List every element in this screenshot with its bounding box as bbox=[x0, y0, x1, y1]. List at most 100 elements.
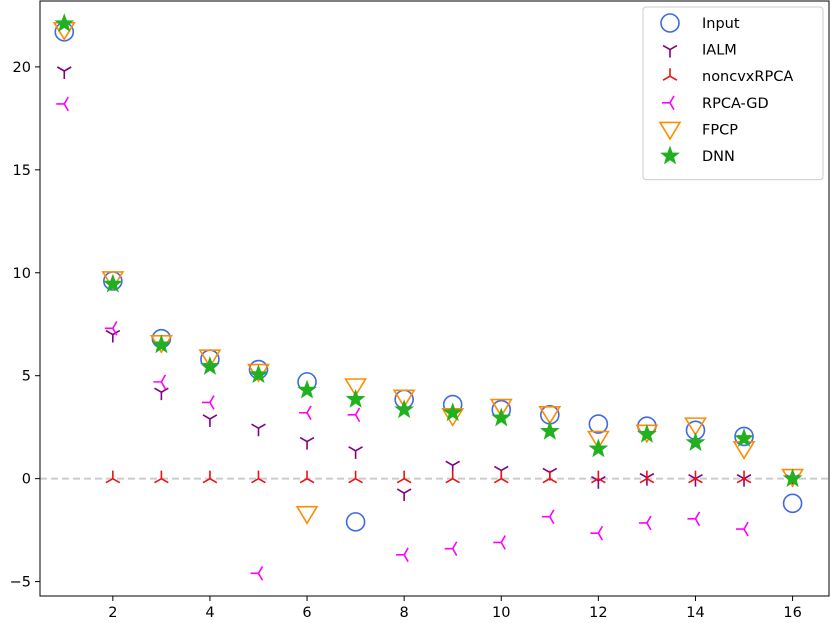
legend-item-fpcp: FPCP bbox=[658, 121, 738, 141]
point-input-12 bbox=[588, 414, 609, 434]
point-input-7 bbox=[345, 512, 366, 532]
data-markers bbox=[52, 13, 805, 581]
legend-item-ialm: IALM bbox=[662, 43, 737, 59]
point-noncvxrpca-9 bbox=[445, 470, 461, 484]
point-fpcp-4 bbox=[198, 349, 222, 369]
point-ialm-3 bbox=[154, 387, 169, 401]
point-rpca-gd-5 bbox=[250, 566, 264, 581]
legend-marker-noncvxrpca bbox=[662, 68, 678, 81]
point-fpcp-6 bbox=[295, 505, 319, 525]
y-tick-label-5: 5 bbox=[22, 369, 31, 385]
legend-label-input: Input bbox=[702, 16, 740, 32]
x-tick-label-16: 16 bbox=[783, 605, 801, 621]
point-noncvxrpca-8 bbox=[396, 470, 412, 484]
legend-box bbox=[642, 6, 824, 181]
point-rpca-gd-2 bbox=[104, 321, 118, 336]
point-dnn-13 bbox=[637, 423, 657, 443]
point-fpcp-8 bbox=[392, 389, 416, 409]
point-fpcp-7 bbox=[344, 378, 368, 398]
point-input-15 bbox=[734, 426, 754, 447]
legend-marker-fpcp bbox=[658, 121, 682, 141]
y-tick-label-0: 0 bbox=[22, 472, 31, 488]
point-ialm-5 bbox=[251, 423, 266, 437]
legend: Input IALM noncvxRPCA RPCA-GD FPCP DNN bbox=[642, 6, 824, 181]
x-tick-label-14: 14 bbox=[686, 605, 704, 621]
point-dnn-11 bbox=[539, 420, 560, 440]
point-dnn-3 bbox=[151, 334, 172, 354]
point-fpcp-15 bbox=[732, 440, 756, 460]
x-tick-label-4: 4 bbox=[205, 605, 214, 621]
x-tick-label-12: 12 bbox=[589, 605, 607, 621]
point-rpca-gd-7 bbox=[347, 407, 361, 423]
y-tick-label--5: −5 bbox=[10, 575, 31, 591]
point-ialm-4 bbox=[202, 414, 218, 427]
point-dnn-8 bbox=[394, 399, 415, 419]
point-noncvxrpca-12 bbox=[591, 470, 606, 484]
legend-marker-dnn bbox=[660, 145, 680, 165]
point-dnn-2 bbox=[102, 273, 123, 293]
point-noncvxrpca-10 bbox=[493, 470, 509, 484]
point-noncvxrpca-4 bbox=[202, 470, 218, 484]
x-tick-label-6: 6 bbox=[302, 605, 311, 621]
point-noncvxrpca-3 bbox=[154, 470, 169, 484]
point-rpca-gd-3 bbox=[153, 374, 167, 390]
legend-label-fpcp: FPCP bbox=[702, 122, 738, 138]
series-rpca-gd bbox=[56, 96, 749, 581]
point-dnn-7 bbox=[345, 388, 366, 408]
point-ialm-15 bbox=[736, 473, 752, 487]
point-rpca-gd-13 bbox=[638, 515, 652, 531]
point-ialm-1 bbox=[56, 66, 72, 80]
point-dnn-4 bbox=[200, 356, 220, 375]
point-noncvxrpca-15 bbox=[736, 470, 752, 484]
point-noncvxrpca-2 bbox=[105, 470, 121, 484]
plot-frame bbox=[39, 0, 830, 597]
x-axis: 2 4 6 8 10 12 14 16 bbox=[108, 596, 802, 621]
point-rpca-gd-14 bbox=[687, 511, 701, 527]
point-rpca-gd-1 bbox=[56, 96, 69, 112]
point-dnn-14 bbox=[685, 432, 706, 452]
y-tick-label-20: 20 bbox=[13, 60, 31, 76]
x-tick-label-2: 2 bbox=[108, 605, 117, 621]
point-rpca-gd-9 bbox=[444, 541, 458, 556]
point-rpca-gd-8 bbox=[396, 547, 409, 563]
point-noncvxrpca-11 bbox=[542, 470, 558, 484]
point-rpca-gd-15 bbox=[736, 521, 749, 537]
series-dnn bbox=[54, 13, 803, 488]
y-axis: −5 0 5 10 15 20 bbox=[10, 60, 40, 591]
point-noncvxrpca-6 bbox=[299, 470, 315, 484]
x-tick-label-10: 10 bbox=[492, 605, 510, 621]
legend-item-input: Input bbox=[660, 13, 740, 33]
legend-marker-ialm bbox=[662, 44, 678, 58]
legend-label-ialm: IALM bbox=[702, 43, 737, 59]
point-dnn-16 bbox=[782, 468, 803, 488]
point-noncvxrpca-5 bbox=[251, 470, 266, 484]
legend-marker-input bbox=[660, 13, 680, 33]
point-fpcp-10 bbox=[489, 398, 513, 418]
point-fpcp-12 bbox=[586, 430, 610, 450]
point-rpca-gd-4 bbox=[201, 395, 215, 410]
x-tick-label-8: 8 bbox=[400, 605, 409, 621]
point-fpcp-11 bbox=[538, 405, 562, 425]
point-noncvxrpca-14 bbox=[688, 470, 703, 484]
point-ialm-6 bbox=[299, 436, 315, 450]
series-noncvxrpca bbox=[105, 470, 752, 484]
point-ialm-7 bbox=[348, 446, 363, 459]
point-rpca-gd-6 bbox=[299, 405, 312, 421]
legend-item-rpca-gd: RPCA-GD bbox=[662, 95, 769, 112]
point-dnn-12 bbox=[588, 438, 609, 458]
point-ialm-2 bbox=[105, 329, 121, 343]
series-ialm bbox=[56, 66, 800, 502]
point-rpca-gd-12 bbox=[590, 525, 604, 541]
point-dnn-6 bbox=[297, 379, 317, 399]
point-noncvxrpca-13 bbox=[639, 470, 655, 484]
point-ialm-14 bbox=[688, 473, 703, 487]
point-ialm-8 bbox=[396, 488, 412, 502]
point-input-16 bbox=[782, 493, 803, 514]
point-rpca-gd-11 bbox=[541, 509, 555, 525]
point-noncvxrpca-7 bbox=[348, 470, 363, 484]
point-fpcp-2 bbox=[101, 271, 125, 290]
point-dnn-1 bbox=[54, 13, 75, 33]
legend-marker-rpca-gd bbox=[662, 95, 675, 111]
point-dnn-15 bbox=[734, 428, 754, 447]
